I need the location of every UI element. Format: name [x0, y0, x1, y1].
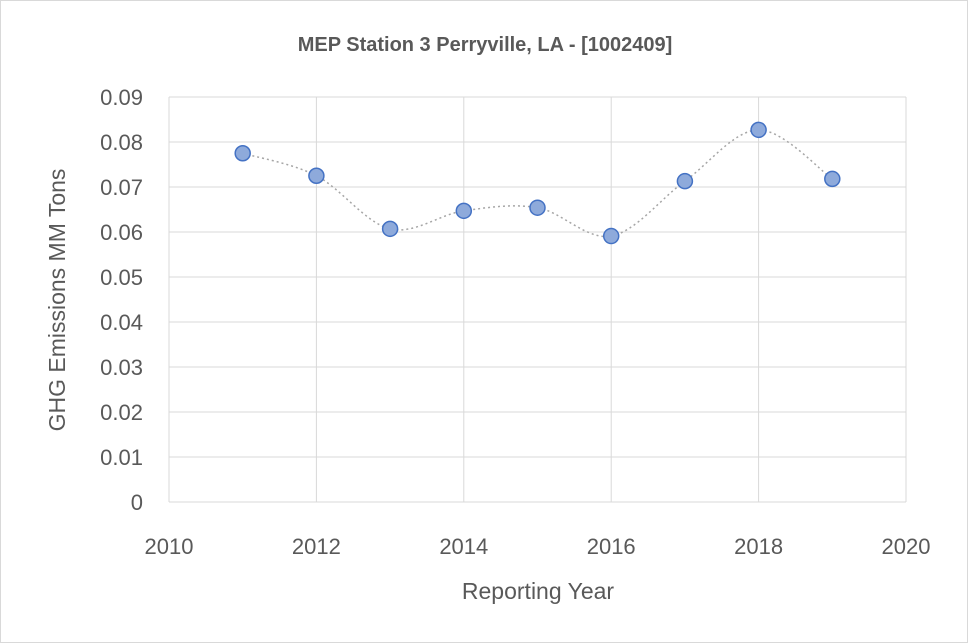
y-tick-label: 0.02: [100, 400, 143, 425]
y-tick-label: 0.04: [100, 310, 143, 335]
series-line: [242, 129, 833, 238]
x-tick-label: 2020: [882, 534, 931, 559]
data-point: [308, 167, 325, 184]
y-tick-label: 0.07: [100, 175, 143, 200]
data-points: [234, 121, 841, 245]
y-tick-label: 0: [131, 490, 143, 515]
data-point: [234, 145, 251, 162]
y-axis-title: GHG Emissions MM Tons: [44, 169, 70, 432]
chart-title: MEP Station 3 Perryville, LA - [1002409]: [298, 34, 673, 56]
y-tick-label: 0.09: [100, 85, 143, 110]
y-tick-label: 0.08: [100, 130, 143, 155]
x-tick-label: 2010: [145, 534, 194, 559]
y-tick-label: 0.05: [100, 265, 143, 290]
data-point: [602, 227, 620, 245]
x-tick-label: 2018: [734, 534, 783, 559]
grid-lines: [168, 96, 907, 503]
y-tick-label: 0.06: [100, 220, 143, 245]
y-tick-label: 0.01: [100, 445, 143, 470]
x-axis-title: Reporting Year: [462, 578, 615, 604]
x-tick-label: 2012: [292, 534, 341, 559]
data-point: [455, 202, 473, 220]
y-tick-label: 0.03: [100, 355, 143, 380]
x-tick-label: 2016: [587, 534, 636, 559]
data-point: [529, 199, 546, 216]
data-point: [750, 121, 767, 139]
data-point: [676, 172, 694, 190]
x-tick-label: 2014: [439, 534, 488, 559]
data-point: [381, 220, 399, 238]
x-tick-labels: 2010 2012 2014 2016 2018 2020: [145, 534, 931, 559]
y-tick-labels: 0 0.01 0.02 0.03 0.04 0.05 0.06 0.07 0.08 0.09: [100, 85, 143, 515]
data-point: [824, 170, 841, 188]
